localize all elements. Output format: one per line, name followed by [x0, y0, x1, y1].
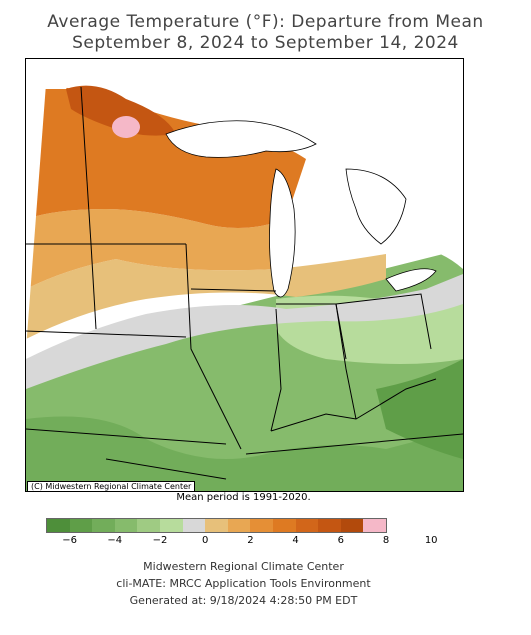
copyright-notice: (C) Midwestern Regional Climate Center: [27, 481, 196, 492]
footer-tool: cli-MATE: MRCC Application Tools Environ…: [116, 577, 371, 590]
legend-swatch: [137, 519, 160, 532]
mean-period-note: Mean period is 1991-2020.: [176, 492, 311, 503]
legend-swatch: [227, 519, 251, 532]
legend-tick-label: 10: [424, 535, 438, 546]
lake-superior: [165, 120, 317, 158]
legend-swatch: [69, 519, 93, 532]
legend-swatch: [92, 519, 115, 532]
legend-tick-label: 6: [337, 535, 344, 546]
legend-swatch: [318, 519, 341, 532]
region-warm-light: [26, 254, 386, 339]
legend-swatch: [159, 519, 183, 532]
region-warm-mid: [26, 209, 286, 289]
legend-tick-label: 2: [247, 535, 254, 546]
region-darker-south: [26, 416, 463, 491]
legend-tick-label: 4: [292, 535, 299, 546]
legend-swatch: [363, 519, 386, 532]
region-peak-warm: [112, 116, 140, 138]
legend-tick-label: −2: [152, 535, 168, 546]
region-east-dark: [376, 359, 463, 459]
legend-tick-label: 8: [382, 535, 390, 546]
map-canvas: [26, 59, 463, 491]
footer-generated: Generated at: 9/18/2024 4:28:50 PM EDT: [129, 594, 358, 607]
legend-swatch: [250, 519, 273, 532]
legend-tick-label: 0: [202, 535, 209, 546]
legend-swatch: [47, 519, 70, 532]
lake-michigan: [269, 168, 296, 298]
color-legend: [46, 518, 387, 533]
legend-swatch: [272, 519, 296, 532]
region-neutral: [26, 274, 463, 389]
legend-swatch: [295, 519, 319, 532]
map-date-range: September 8, 2024 to September 14, 2024: [72, 33, 459, 53]
legend-swatch: [340, 519, 364, 532]
legend-tick-label: −6: [62, 535, 77, 546]
legend-swatch: [182, 519, 206, 532]
lake-erie: [385, 268, 437, 292]
lake-huron: [345, 168, 407, 245]
map-title: Average Temperature (°F): Departure from…: [47, 12, 484, 32]
legend-tick-label: −4: [107, 535, 123, 546]
region-warm-hot: [66, 85, 176, 136]
legend-swatch: [114, 519, 138, 532]
state-boundaries: [26, 86, 463, 480]
legend-swatch: [205, 519, 228, 532]
footer-org: Midwestern Regional Climate Center: [143, 560, 344, 573]
temperature-departure-map: [25, 58, 464, 492]
